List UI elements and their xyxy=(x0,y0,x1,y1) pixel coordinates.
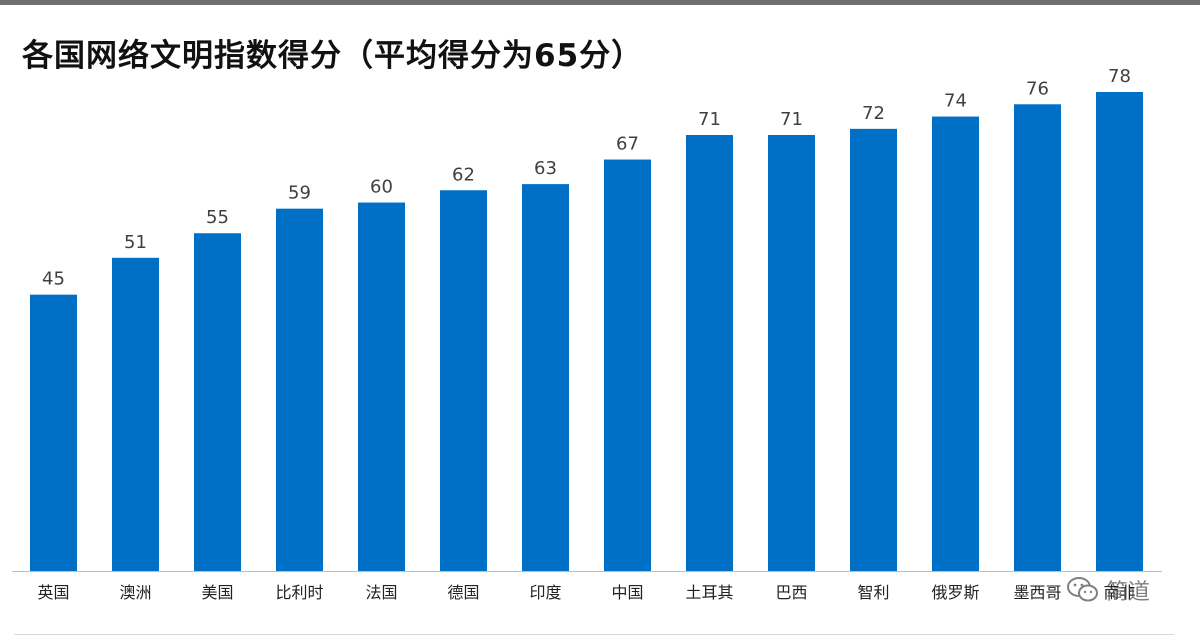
data-label-3: 59 xyxy=(288,183,311,204)
x-tick-label-3: 比利时 xyxy=(275,583,323,602)
bottom-divider xyxy=(14,634,1174,635)
bar-4 xyxy=(358,202,405,572)
data-label-8: 71 xyxy=(698,109,721,130)
bar-5 xyxy=(440,190,487,571)
x-tick-label-11: 俄罗斯 xyxy=(931,583,979,602)
x-tick-label-9: 巴西 xyxy=(775,583,807,602)
data-label-0: 45 xyxy=(42,269,65,290)
data-label-4: 60 xyxy=(370,177,393,198)
bar-8 xyxy=(686,134,733,571)
data-label-10: 72 xyxy=(862,103,885,124)
bar-12 xyxy=(1014,104,1061,572)
x-tick-label-13: 南非 xyxy=(1103,583,1135,602)
data-label-11: 74 xyxy=(944,91,967,112)
x-tick-label-0: 英国 xyxy=(37,583,69,602)
data-label-9: 71 xyxy=(780,109,803,130)
x-tick-label-10: 智利 xyxy=(857,583,889,602)
data-label-1: 51 xyxy=(124,232,147,253)
bar-11 xyxy=(932,116,979,572)
data-label-7: 67 xyxy=(616,134,639,155)
bar-6 xyxy=(522,184,569,571)
x-tick-label-7: 中国 xyxy=(611,583,643,602)
bar-0 xyxy=(30,294,77,571)
bar-10 xyxy=(850,128,897,571)
data-label-2: 55 xyxy=(206,207,229,228)
watermark: 简道 xyxy=(1066,574,1150,606)
top-border xyxy=(0,0,1200,5)
bar-1 xyxy=(112,257,159,571)
x-tick-label-1: 澳洲 xyxy=(119,583,151,602)
data-label-13: 78 xyxy=(1108,66,1131,87)
bar-7 xyxy=(604,159,651,572)
x-tick-label-6: 印度 xyxy=(529,583,561,602)
x-tick-label-5: 德国 xyxy=(447,583,479,602)
chart-title: 各国网络文明指数得分（平均得分为65分） xyxy=(22,38,644,74)
bar-9 xyxy=(768,134,815,571)
x-tick-label-12: 墨西哥 xyxy=(1013,583,1061,602)
x-tick-label-4: 法国 xyxy=(365,583,397,602)
bar-3 xyxy=(276,208,323,571)
x-tick-label-2: 美国 xyxy=(201,583,233,602)
watermark-text: 简道 xyxy=(1106,580,1151,605)
data-label-5: 62 xyxy=(452,164,475,185)
bar-13 xyxy=(1096,92,1143,571)
bar-2 xyxy=(194,233,241,571)
wechat-icon xyxy=(1067,577,1098,602)
x-tick-label-8: 土耳其 xyxy=(685,583,733,602)
data-label-6: 63 xyxy=(534,158,557,179)
data-label-12: 76 xyxy=(1026,78,1049,99)
